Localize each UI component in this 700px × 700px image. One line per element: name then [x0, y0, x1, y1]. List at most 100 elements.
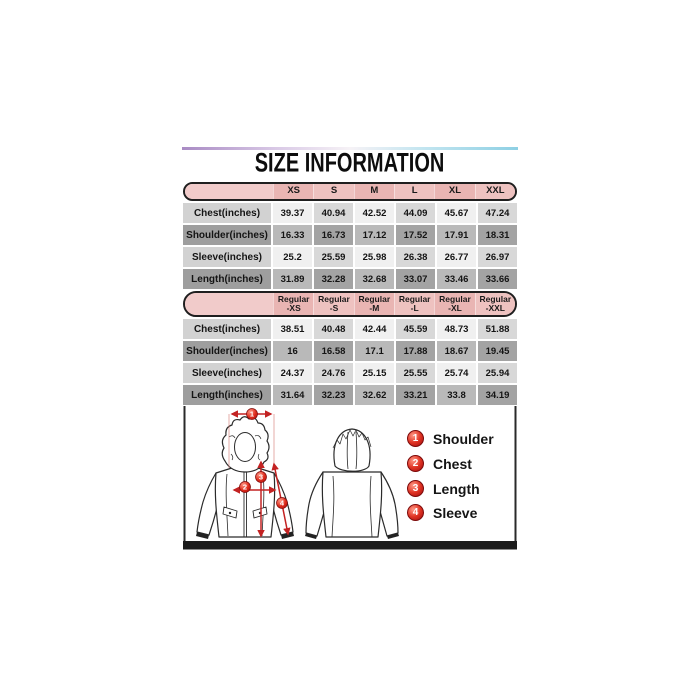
table-cell: 33.66	[478, 269, 517, 289]
legend-label-chest: Chest	[433, 455, 472, 472]
regular-table-header: Regular -XS Regular -S Regular -M Regula…	[183, 291, 517, 317]
table-cell: 25.74	[437, 363, 476, 383]
header-line1: Regular	[439, 293, 471, 304]
header-line2: -M	[369, 303, 380, 313]
column-header-regular-xs: Regular -XS	[273, 293, 314, 315]
badge-shoulder	[246, 408, 258, 420]
table-cell: 31.64	[273, 385, 312, 405]
table-cell: 26.77	[437, 247, 476, 267]
table-cell: 19.45	[478, 341, 517, 361]
row-label: Sleeve(inches)	[183, 363, 271, 383]
header-line2: -L	[410, 303, 419, 313]
header-spacer	[185, 293, 273, 315]
badge-shoulder-number: 1	[250, 410, 254, 419]
row-label: Sleeve(inches)	[183, 247, 271, 267]
legend-badge-2: 2	[407, 455, 424, 472]
table-cell: 25.55	[396, 363, 435, 383]
column-header-regular-xxl: Regular -XXL	[474, 293, 515, 315]
size-table-header: XS S M L XL XXL	[183, 182, 517, 201]
header-spacer	[185, 184, 273, 199]
regular-size-table: Chest(inches) 38.51 40.48 42.44 45.59 48…	[183, 319, 517, 405]
table-cell: 17.52	[396, 225, 435, 245]
legend-badge-1: 1	[407, 430, 424, 447]
table-cell: 24.76	[314, 363, 353, 383]
table-cell: 34.19	[478, 385, 517, 405]
table-cell: 45.67	[437, 203, 476, 223]
table-cell: 17.91	[437, 225, 476, 245]
legend-item-length: 3 Length	[407, 480, 480, 497]
legend-item-chest: 2 Chest	[407, 455, 472, 472]
jacket-measurement-drawing: 1 2 3 4	[183, 406, 517, 550]
table-cell: 44.09	[396, 203, 435, 223]
badge-chest	[239, 481, 251, 493]
column-header-xl: XL	[434, 184, 475, 199]
table-cell: 33.46	[437, 269, 476, 289]
column-header-regular-m: Regular -M	[353, 293, 394, 315]
column-header-l: L	[393, 184, 435, 199]
table-cell: 17.12	[355, 225, 394, 245]
legend-label-sleeve: Sleeve	[433, 504, 478, 521]
table-cell: 40.48	[314, 319, 353, 339]
row-label: Shoulder(inches)	[183, 225, 271, 245]
table-cell: 25.2	[273, 247, 312, 267]
jacket-front-view	[196, 416, 294, 539]
table-cell: 25.15	[355, 363, 394, 383]
row-label: Shoulder(inches)	[183, 341, 271, 361]
page-title: SIZE INFORMATION	[183, 147, 517, 179]
column-header-regular-s: Regular -S	[313, 293, 354, 315]
column-header-xxl: XXL	[474, 184, 515, 199]
table-cell: 32.23	[314, 385, 353, 405]
header-line2: -S	[329, 303, 339, 313]
table-cell: 31.89	[273, 269, 312, 289]
table-cell: 33.21	[396, 385, 435, 405]
table-cell: 17.88	[396, 341, 435, 361]
table-cell: 16.33	[273, 225, 312, 245]
table-cell: 39.37	[273, 203, 312, 223]
column-header-xs: XS	[273, 184, 314, 199]
badge-chest-number: 2	[243, 483, 247, 492]
column-header-s: S	[313, 184, 354, 199]
row-label: Chest(inches)	[183, 203, 271, 223]
row-label: Length(inches)	[183, 385, 271, 405]
legend-label-length: Length	[433, 480, 480, 497]
table-cell: 16.73	[314, 225, 353, 245]
table-cell: 16.58	[314, 341, 353, 361]
table-cell: 47.24	[478, 203, 517, 223]
header-line1: Regular	[398, 293, 431, 304]
table-cell: 25.94	[478, 363, 517, 383]
header-line1: Regular	[318, 293, 350, 304]
table-cell: 32.28	[314, 269, 353, 289]
badge-length	[255, 471, 267, 483]
badge-sleeve-number: 4	[280, 499, 285, 508]
table-cell: 33.8	[437, 385, 476, 405]
header-line2: -XL	[448, 303, 462, 313]
gradient-divider	[182, 147, 518, 150]
legend-item-shoulder: 1 Shoulder	[407, 430, 494, 447]
page-title-text: SIZE INFORMATION	[255, 147, 445, 179]
table-cell: 38.51	[273, 319, 312, 339]
table-cell: 32.68	[355, 269, 394, 289]
row-label: Length(inches)	[183, 269, 271, 289]
jacket-back-view	[305, 428, 399, 539]
legend-item-sleeve: 4 Sleeve	[407, 504, 477, 521]
header-line1: Regular	[479, 293, 512, 304]
table-cell: 24.37	[273, 363, 312, 383]
floor-bar	[183, 541, 517, 550]
table-cell: 25.98	[355, 247, 394, 267]
header-line2: -XS	[286, 303, 301, 313]
column-header-m: M	[353, 184, 394, 199]
size-table: Chest(inches) 39.37 40.94 42.52 44.09 45…	[183, 203, 517, 289]
table-cell: 16	[273, 341, 312, 361]
legend-badge-4: 4	[407, 504, 424, 521]
legend-badge-3: 3	[407, 480, 424, 497]
table-cell: 40.94	[314, 203, 353, 223]
badge-sleeve	[276, 497, 288, 509]
badge-length-number: 3	[259, 473, 263, 482]
header-line2: -XXL	[485, 303, 505, 313]
measurement-diagram: 1 2 3 4 1 Shoulder 2 Chest 3 Length 4 Sl…	[183, 406, 517, 552]
table-cell: 18.31	[478, 225, 517, 245]
table-cell: 45.59	[396, 319, 435, 339]
measurement-badges: 1 2 3 4	[239, 408, 288, 509]
table-cell: 26.38	[396, 247, 435, 267]
